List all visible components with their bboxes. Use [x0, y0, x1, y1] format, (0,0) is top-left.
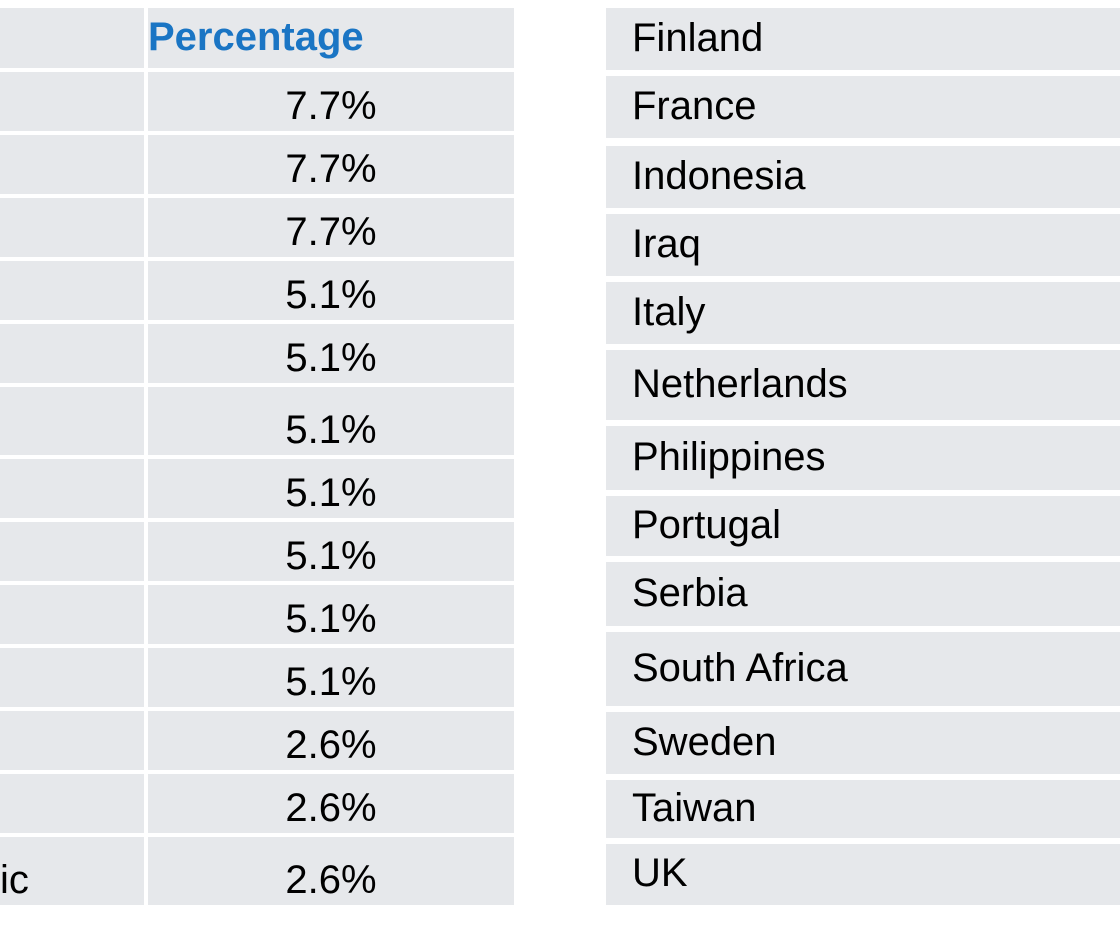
percentage-cell-text: 5.1%	[285, 336, 377, 380]
percentage-cell-text: 5.1%	[285, 597, 377, 641]
country-cell: Finland	[606, 8, 1120, 70]
percentage-cell-text: 5.1%	[285, 660, 377, 704]
label-cell-text: ic	[0, 858, 29, 902]
percentage-cell: 5.1%	[148, 324, 514, 383]
percentage-cell: 2.6%	[148, 774, 514, 833]
label-cell	[0, 324, 144, 383]
country-cell-text: Iraq	[632, 221, 701, 266]
country-cell: UK	[606, 844, 1120, 905]
percentage-cell: 5.1%	[148, 585, 514, 644]
country-cell-text: Portugal	[632, 502, 781, 547]
label-cell	[0, 387, 144, 455]
label-cell	[0, 774, 144, 833]
percentage-cell-text: 2.6%	[285, 858, 377, 902]
country-cell-text: Indonesia	[632, 153, 806, 198]
country-cell-text: UK	[632, 851, 688, 895]
label-cell	[0, 459, 144, 518]
country-cell-text: Philippines	[632, 434, 826, 479]
percentage-cell-text: 7.7%	[285, 210, 377, 254]
percentage-cell-text: 5.1%	[285, 408, 377, 452]
label-cell	[0, 135, 144, 194]
country-cell: Philippines	[606, 426, 1120, 490]
country-cell: Portugal	[606, 496, 1120, 556]
country-cell: France	[606, 76, 1120, 138]
percentage-cell: 5.1%	[148, 459, 514, 518]
label-cell	[0, 711, 144, 770]
percentage-cell-text: 5.1%	[285, 471, 377, 515]
label-cell	[0, 72, 144, 131]
percentage-cell: 5.1%	[148, 522, 514, 581]
percentage-cell-text: 7.7%	[285, 84, 377, 128]
country-cell: Sweden	[606, 712, 1120, 774]
label-cell	[0, 261, 144, 320]
country-cell-text: Sweden	[632, 719, 777, 764]
country-cell-text: South Africa	[632, 645, 848, 690]
country-cell: Serbia	[606, 562, 1120, 626]
percentage-cell: 7.7%	[148, 198, 514, 257]
percentage-cell: 2.6%	[148, 837, 514, 905]
percentage-cell: 5.1%	[148, 648, 514, 707]
country-cell: Italy	[606, 282, 1120, 344]
country-cell-text: Taiwan	[632, 785, 757, 830]
percentage-cell: 7.7%	[148, 72, 514, 131]
label-cell	[0, 8, 144, 68]
percentage-cell-text: 5.1%	[285, 534, 377, 578]
percentage-cell-text: 2.6%	[285, 723, 377, 767]
country-cell: Netherlands	[606, 350, 1120, 420]
country-cell-text: Finland	[632, 15, 764, 60]
country-cell-text: Serbia	[632, 570, 748, 615]
country-cell: Taiwan	[606, 780, 1120, 838]
header-cell-text: Percentage	[148, 14, 364, 59]
percentage-cell: 5.1%	[148, 261, 514, 320]
country-cell-text: Netherlands	[632, 361, 848, 406]
percentage-cell-text: 2.6%	[285, 786, 377, 830]
country-cell-text: France	[632, 83, 757, 128]
header-cell: Percentage	[148, 8, 514, 68]
label-cell	[0, 522, 144, 581]
percentage-cell-text: 7.7%	[285, 147, 377, 191]
percentage-cell: 7.7%	[148, 135, 514, 194]
label-cell: ic	[0, 837, 144, 905]
country-cell: Iraq	[606, 214, 1120, 276]
country-cell: Indonesia	[606, 146, 1120, 208]
percentage-cell: 5.1%	[148, 387, 514, 455]
percentage-cell-text: 5.1%	[285, 273, 377, 317]
label-cell	[0, 198, 144, 257]
country-cell: South Africa	[606, 632, 1120, 706]
label-cell	[0, 648, 144, 707]
country-cell-text: Italy	[632, 289, 706, 334]
label-cell	[0, 585, 144, 644]
percentage-cell: 2.6%	[148, 711, 514, 770]
